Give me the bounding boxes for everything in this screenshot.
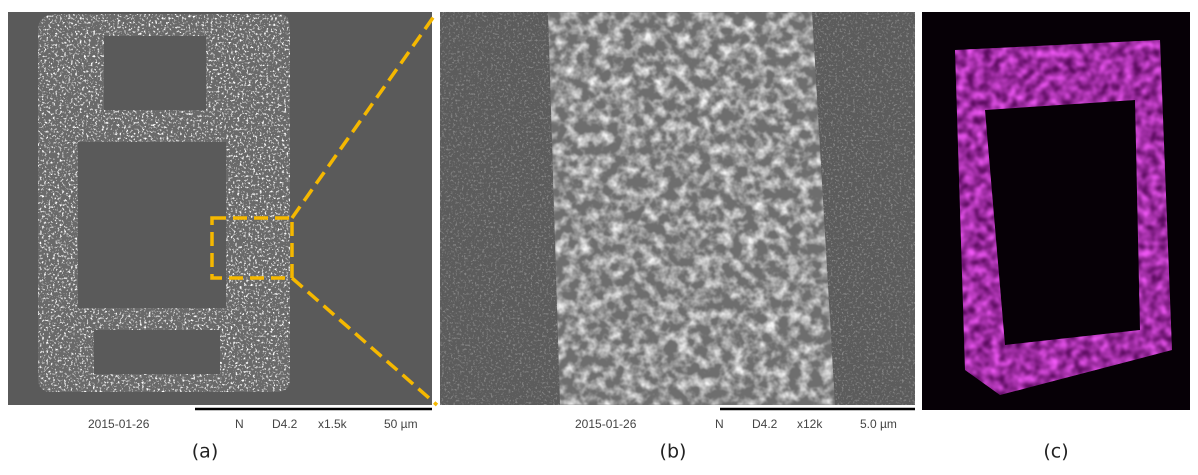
mode: D4.2 (752, 417, 778, 431)
scale-label: 5.0 µm (860, 417, 897, 431)
panel-label: (c) (1043, 441, 1068, 463)
particle-band (548, 12, 835, 405)
date: 2015-01-26 (88, 417, 150, 431)
panel-label: (b) (660, 441, 687, 463)
panel-label: (a) (192, 441, 218, 463)
date: 2015-01-26 (575, 417, 637, 431)
mode: D4.2 (272, 417, 298, 431)
zoom-box (210, 216, 294, 280)
zoom-line (290, 276, 439, 407)
magnification: x12k (797, 417, 823, 431)
detector: N (715, 417, 724, 431)
scale-label: 50 µm (384, 417, 418, 431)
magnification: x1.5k (318, 417, 348, 431)
detector: N (235, 417, 244, 431)
